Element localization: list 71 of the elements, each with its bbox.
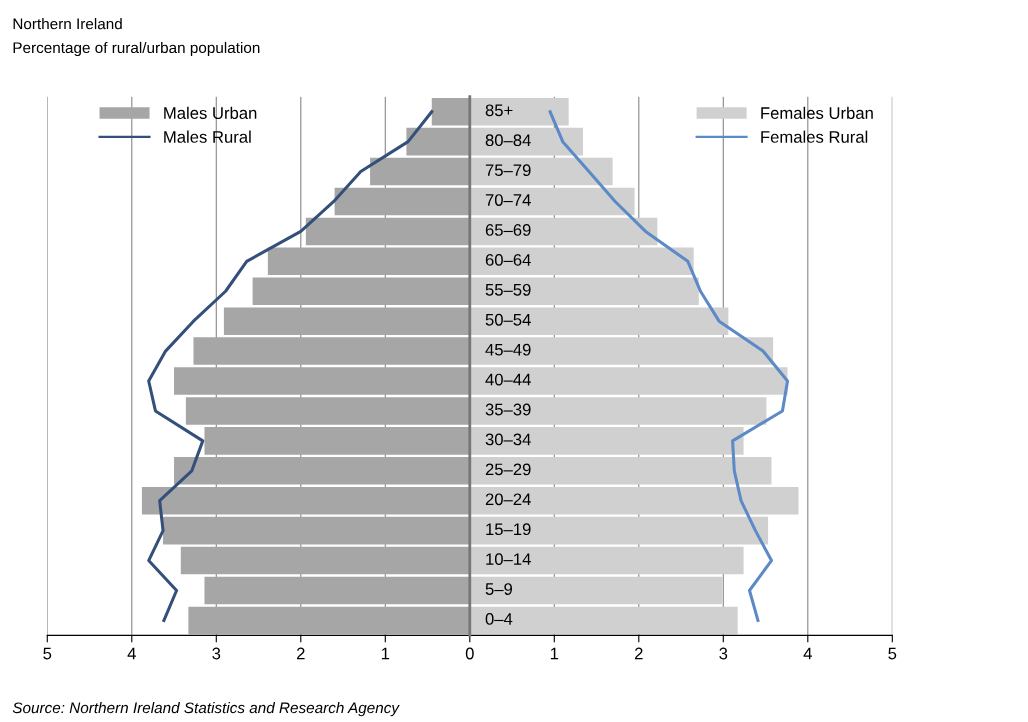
y-tick-label: 0–4 (485, 613, 513, 625)
bar (204, 576, 470, 605)
bar (204, 427, 470, 455)
y-tick-label: 65–69 (485, 224, 531, 236)
y-tick-label: 75–79 (485, 164, 531, 177)
y-tick-label: 85+ (485, 104, 513, 117)
y-tick-label: 5–9 (485, 583, 513, 595)
legend-label: Females Urban (761, 106, 873, 119)
x-tick-label: 4 (127, 647, 136, 660)
y-tick-label: 25–29 (485, 463, 531, 476)
bar (370, 157, 470, 186)
bar (141, 486, 470, 515)
bar (163, 516, 470, 545)
y-tick-label: 15–19 (486, 523, 531, 536)
bar (469, 97, 569, 126)
x-tick-label: 2 (297, 647, 305, 660)
bar (469, 397, 767, 425)
chart-subtitle: Percentage of rural/urban population (13, 41, 260, 57)
bar (193, 337, 470, 365)
bar (469, 516, 769, 545)
bar (305, 217, 470, 246)
bar (469, 486, 799, 515)
x-tick-label: 3 (719, 647, 728, 660)
bar (252, 277, 470, 306)
bar (469, 427, 744, 455)
x-tick-label: 5 (888, 647, 897, 660)
bar (267, 247, 470, 276)
x-tick-label: 4 (803, 647, 812, 660)
y-tick-label: 40–44 (485, 373, 531, 386)
bar (469, 367, 788, 395)
y-tick-label: 70–74 (485, 194, 531, 206)
x-tick-label: 5 (43, 647, 52, 660)
x-tick-label: 3 (212, 647, 221, 660)
bar (174, 457, 470, 485)
bar (431, 97, 470, 126)
x-tick-label: 1 (381, 647, 390, 660)
y-tick-label: 30–34 (485, 433, 531, 446)
bar (469, 576, 723, 605)
y-tick-label: 20–24 (485, 493, 531, 506)
y-tick-label: 10–14 (486, 553, 531, 566)
bar (469, 217, 658, 246)
bar (334, 187, 470, 216)
bar (185, 397, 470, 425)
bar (223, 307, 470, 335)
bar (469, 457, 772, 485)
chart-title: Northern Ireland (13, 18, 122, 30)
y-tick-label: 50–54 (485, 313, 531, 326)
y-tick-label: 35–39 (485, 403, 531, 416)
y-tick-label: 55–59 (485, 283, 531, 296)
bar (469, 307, 729, 335)
legend-label: Females Rural (761, 130, 868, 143)
bar (406, 127, 470, 156)
bar (469, 157, 613, 186)
legend-label: Males Rural (164, 130, 251, 143)
y-tick-label: 60–64 (485, 254, 531, 266)
y-tick-label: 80–84 (485, 134, 531, 147)
bar (469, 247, 694, 276)
bar (469, 277, 699, 306)
x-tick-label: 1 (550, 647, 559, 660)
bar (469, 606, 738, 635)
bar (469, 546, 744, 575)
y-tick-label: 45–49 (485, 343, 531, 356)
bar (174, 367, 470, 395)
bar (180, 546, 470, 575)
bar (469, 187, 635, 216)
x-tick-label: 2 (635, 647, 643, 660)
source-note: Source: Northern Ireland Statistics and Research Agency (12, 701, 400, 717)
bar (188, 606, 470, 635)
bar (469, 337, 774, 365)
legend-label: Males Urban (164, 106, 257, 119)
x-tick-label: 0 (465, 647, 474, 660)
